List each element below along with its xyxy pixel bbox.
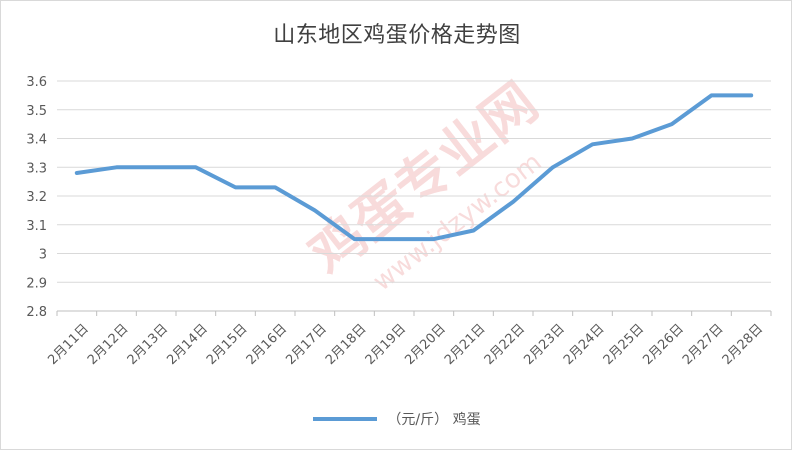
data-point [235,186,236,188]
x-tick-label: 2月14日 [164,321,211,368]
y-tick-label: 3.2 [26,190,47,205]
legend: （元/斤） 鸡蛋 [1,409,791,429]
y-tick-label: 3.3 [26,161,47,176]
data-point [592,143,593,145]
x-tick-label: 2月24日 [561,321,608,368]
x-tick-label: 2月26日 [640,321,687,368]
y-tick-label: 3 [39,248,47,263]
data-point [473,230,474,231]
data-point [354,238,355,240]
x-tick-label: 2月28日 [720,321,767,368]
x-axis-ticks: 2月11日2月12日2月13日2月14日2月15日2月16日2月17日2月18日… [45,321,766,368]
x-tick-label: 2月16日 [244,321,291,368]
y-tick-label: 3.4 [26,133,47,148]
y-tick-label: 2.8 [26,305,47,320]
data-point [711,94,712,96]
y-tick-label: 3.5 [26,104,47,119]
data-point [274,186,276,188]
x-tick-label: 2月11日 [45,321,92,368]
data-point [155,166,157,168]
data-point [76,172,78,174]
data-point [512,201,514,203]
x-tick-label: 2月12日 [85,321,132,368]
data-point [750,94,752,96]
x-tick-label: 2月27日 [680,321,727,368]
data-point [433,238,435,240]
legend-label: （元/斤） 鸡蛋 [387,412,481,428]
data-point [393,238,395,240]
x-tick-label: 2月15日 [204,321,251,368]
x-tick-label: 2月19日 [363,321,410,368]
y-tick-label: 3.6 [26,75,47,90]
series-line [74,93,754,242]
x-tick-label: 2月13日 [125,321,172,368]
y-axis-ticks: 2.8 2.9 3 3.1 3.2 3.3 3.4 3.5 3.6 [26,75,47,320]
x-tick-label: 2月20日 [402,321,449,368]
data-point [552,166,554,168]
x-tick-label: 2月25日 [601,321,648,368]
y-tick-label: 2.9 [26,276,47,291]
data-point [314,209,316,211]
chart-title: 山东地区鸡蛋价格走势图 [273,23,521,48]
x-tick-label: 2月22日 [482,321,529,368]
series-layer [74,93,754,242]
x-tick-label: 2月17日 [283,321,330,368]
data-point [631,138,633,139]
x-axis [56,310,772,316]
grid-lines [57,80,771,312]
x-tick-label: 2月23日 [521,321,568,368]
data-point [116,166,117,168]
x-tick-label: 2月21日 [442,321,489,368]
x-tick-label: 2月18日 [323,321,370,368]
data-point [195,166,197,168]
data-point [671,123,673,125]
legend-swatch [313,417,378,421]
y-tick-label: 3.1 [26,219,47,234]
